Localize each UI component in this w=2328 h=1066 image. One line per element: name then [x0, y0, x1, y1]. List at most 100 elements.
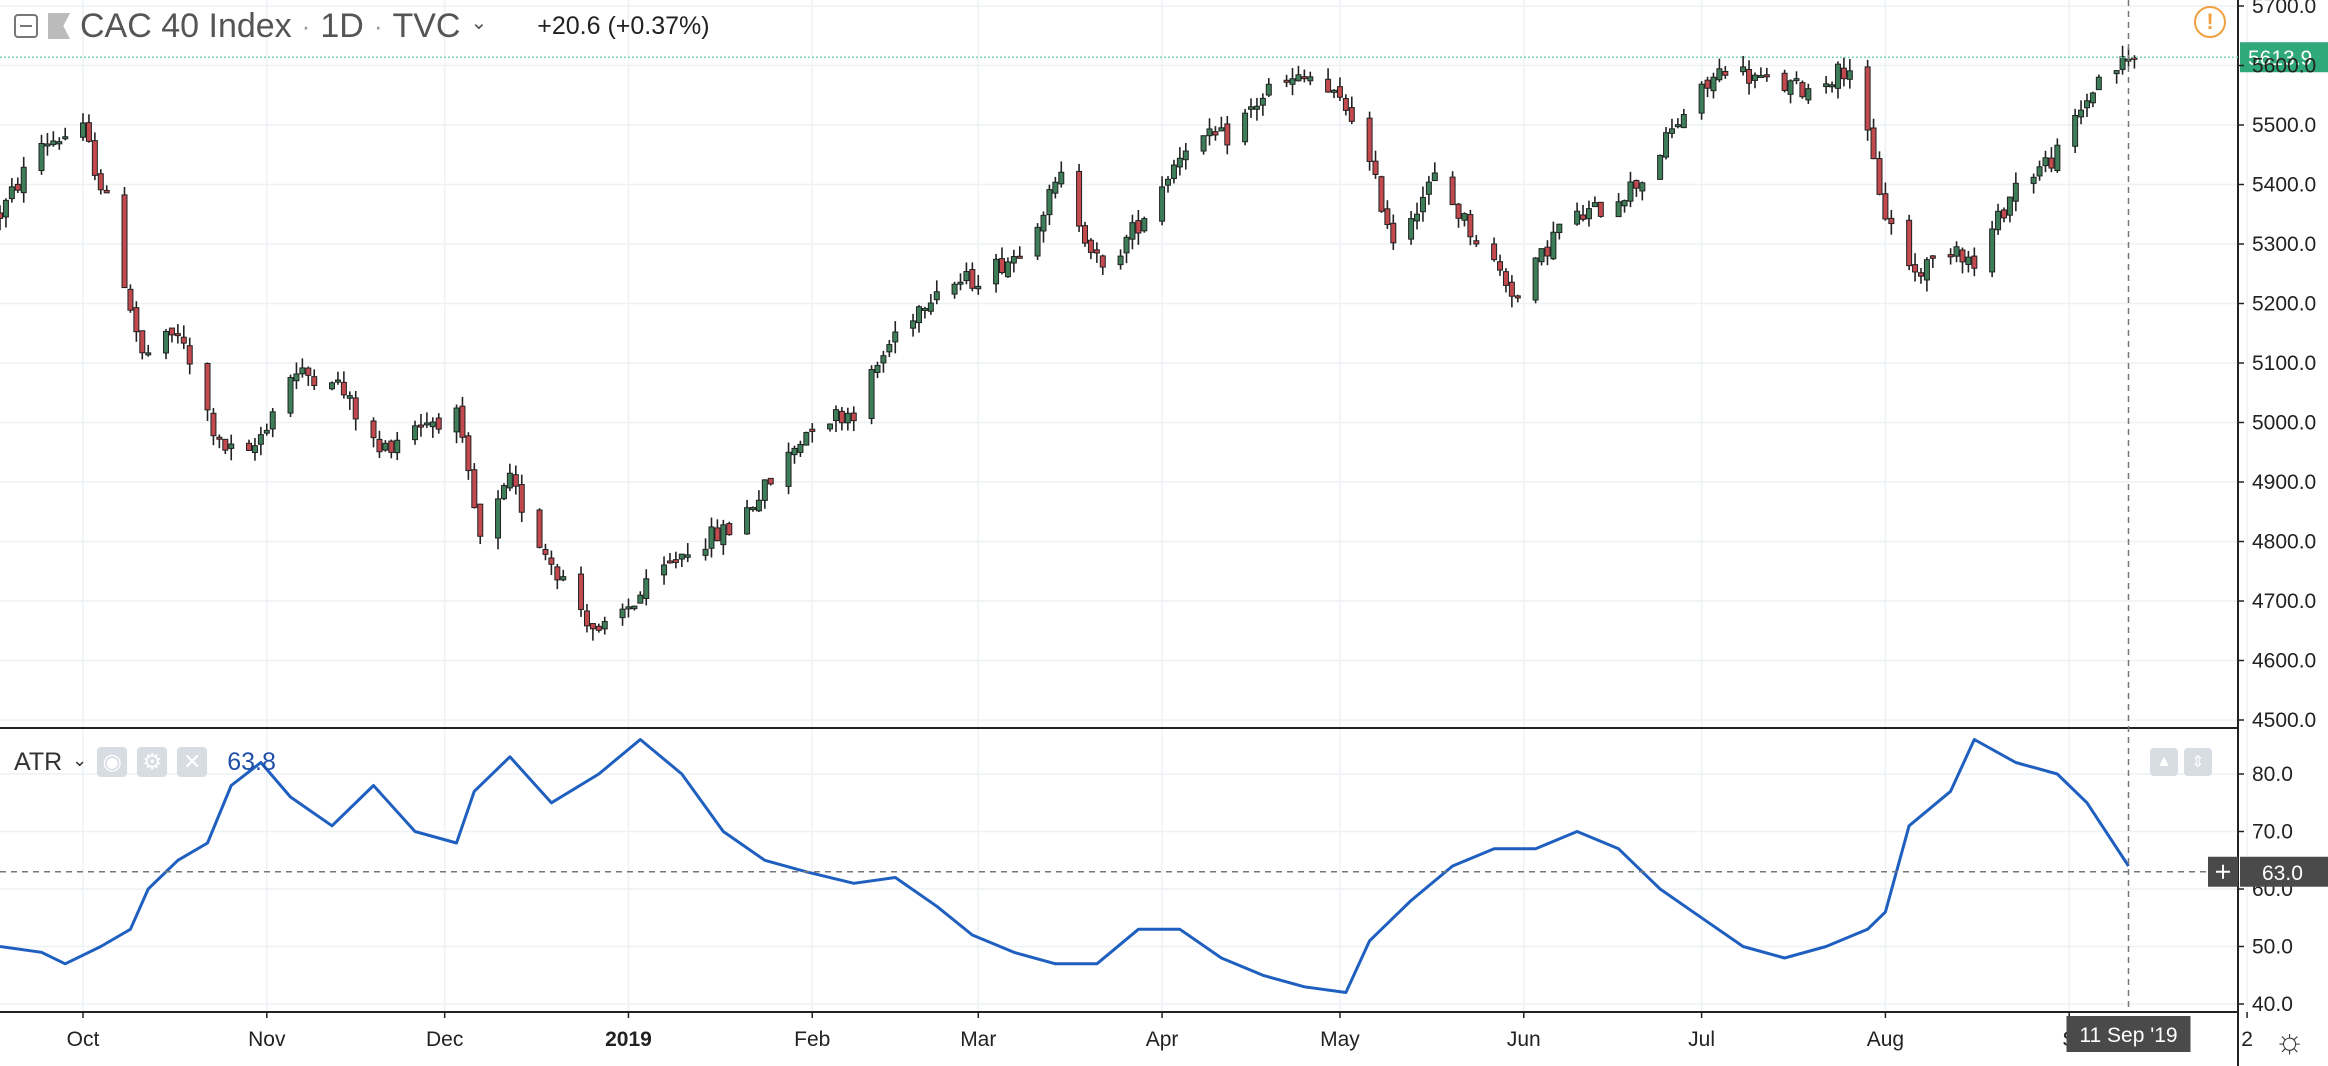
candle-down[interactable]	[548, 557, 555, 565]
candle-down[interactable]	[1959, 249, 1966, 263]
candle-down[interactable]	[388, 440, 395, 453]
candle-up[interactable]	[506, 472, 513, 489]
candle-down[interactable]	[969, 269, 976, 289]
atr-name[interactable]: ATR	[14, 747, 63, 776]
candle-up[interactable]	[1218, 127, 1225, 132]
candle-up[interactable]	[1159, 186, 1166, 222]
eye-icon[interactable]: ◉	[97, 747, 128, 777]
candle-down[interactable]	[1378, 176, 1385, 212]
warning-icon[interactable]: !	[2194, 6, 2226, 38]
candle-up[interactable]	[1953, 246, 1960, 257]
candle-down[interactable]	[850, 412, 857, 422]
candle-down[interactable]	[1336, 86, 1343, 98]
candle-up[interactable]	[1639, 182, 1646, 192]
candle-up[interactable]	[1052, 181, 1059, 194]
candle-down[interactable]	[1929, 255, 1936, 259]
candle-up[interactable]	[684, 554, 691, 558]
candle-up[interactable]	[1668, 128, 1675, 134]
candle-down[interactable]	[1971, 255, 1978, 269]
candle-down[interactable]	[1455, 203, 1462, 219]
candle-up[interactable]	[1176, 157, 1183, 168]
candle-up[interactable]	[975, 285, 982, 290]
candle-down[interactable]	[726, 523, 733, 536]
candle-down[interactable]	[1633, 179, 1640, 189]
candle-up[interactable]	[1787, 80, 1794, 95]
candle-down[interactable]	[1449, 176, 1456, 206]
candle-up[interactable]	[637, 594, 644, 604]
candle-up[interactable]	[785, 451, 792, 487]
candle-up[interactable]	[145, 352, 152, 356]
candle-up[interactable]	[1923, 259, 1930, 281]
candle-up[interactable]	[2012, 182, 2019, 202]
candle-down[interactable]	[417, 424, 424, 428]
candle-down[interactable]	[352, 397, 359, 420]
candle-down[interactable]	[1888, 217, 1895, 225]
candle-up[interactable]	[868, 369, 875, 419]
candle-down[interactable]	[578, 573, 585, 610]
atr-series-line[interactable]	[0, 738, 2130, 994]
candle-up[interactable]	[749, 507, 756, 511]
candle-down[interactable]	[370, 420, 377, 439]
candle-up[interactable]	[874, 364, 881, 373]
close-icon[interactable]: ✕	[177, 747, 208, 777]
candle-up[interactable]	[601, 621, 608, 630]
candle-up[interactable]	[1289, 78, 1296, 85]
candle-up[interactable]	[1242, 112, 1249, 143]
candle-down[interactable]	[246, 442, 253, 451]
candle-up[interactable]	[329, 382, 336, 390]
candle-up[interactable]	[1627, 181, 1634, 202]
candle-down[interactable]	[1947, 254, 1954, 258]
candle-up[interactable]	[791, 447, 798, 456]
candle-up[interactable]	[263, 429, 270, 434]
candle-down[interactable]	[103, 189, 110, 194]
candle-up[interactable]	[1461, 213, 1468, 221]
candle-up[interactable]	[1117, 255, 1124, 266]
arrow-up-icon[interactable]: ▲	[2150, 748, 2178, 776]
candle-up[interactable]	[1698, 83, 1705, 114]
candle-up[interactable]	[1414, 213, 1421, 222]
candle-down[interactable]	[1781, 72, 1788, 91]
candle-down[interactable]	[838, 410, 845, 424]
candle-up[interactable]	[797, 443, 804, 453]
candle-up[interactable]	[1591, 202, 1598, 208]
candle-up[interactable]	[1248, 106, 1255, 110]
candle-up[interactable]	[257, 434, 264, 445]
candle-down[interactable]	[186, 345, 193, 365]
candle-up[interactable]	[293, 373, 300, 382]
candle-down[interactable]	[1473, 240, 1480, 245]
candle-up[interactable]	[56, 141, 63, 145]
candle-up[interactable]	[1663, 132, 1670, 158]
candle-down[interactable]	[1093, 249, 1100, 254]
candle-up[interactable]	[2113, 70, 2120, 75]
candle-down[interactable]	[1497, 261, 1504, 271]
candle-down[interactable]	[85, 122, 92, 142]
candle-up[interactable]	[1419, 196, 1426, 213]
candle-up[interactable]	[803, 432, 810, 446]
candle-down[interactable]	[542, 549, 549, 555]
candle-down[interactable]	[2131, 56, 2138, 60]
candle-up[interactable]	[2083, 100, 2090, 109]
candle-up[interactable]	[163, 330, 170, 354]
candle-down[interactable]	[1016, 255, 1023, 259]
candle-up[interactable]	[1805, 88, 1812, 101]
candle-up[interactable]	[50, 140, 57, 146]
candle-up[interactable]	[933, 291, 940, 301]
candle-up[interactable]	[761, 479, 768, 501]
candle-down[interactable]	[1390, 222, 1397, 244]
candle-up[interactable]	[1331, 89, 1338, 93]
candle-up[interactable]	[2095, 76, 2102, 91]
candle-down[interactable]	[1544, 246, 1551, 257]
candle-up[interactable]	[1425, 181, 1432, 195]
candle-down[interactable]	[1135, 220, 1142, 234]
candle-up[interactable]	[625, 606, 632, 610]
candle-up[interactable]	[1965, 256, 1972, 265]
candle-up[interactable]	[1710, 76, 1717, 92]
candle-up[interactable]	[921, 308, 928, 312]
candle-down[interactable]	[767, 477, 774, 485]
candle-down[interactable]	[595, 625, 602, 631]
candle-down[interactable]	[2048, 157, 2055, 169]
candle-down[interactable]	[1917, 272, 1924, 277]
candle-down[interactable]	[1087, 239, 1094, 253]
candle-up[interactable]	[832, 409, 839, 422]
candle-down[interactable]	[1580, 214, 1587, 220]
